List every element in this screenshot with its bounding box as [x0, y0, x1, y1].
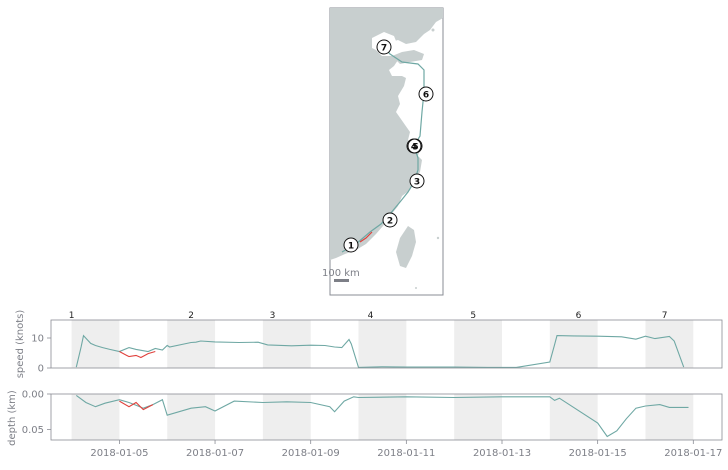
svg-text:6: 6: [423, 91, 429, 101]
x-tick-label: 2018-01-13: [473, 448, 531, 459]
ship-route: [341, 47, 425, 253]
stop-label: 1: [69, 311, 75, 321]
taiwan-island: [396, 226, 416, 268]
depth-series: [75, 394, 689, 438]
day-band: [262, 394, 311, 440]
ship-route-highlight: [359, 231, 373, 243]
stop-label: 5: [470, 311, 476, 321]
day-bands: [71, 394, 694, 440]
speed-axis-label: speed (knots): [15, 310, 26, 379]
scale-bar: 100 km: [322, 268, 360, 282]
stop-marker-6[interactable]: 6: [418, 86, 434, 102]
y-ticks: 0.00 0.05: [22, 390, 51, 436]
y-ticks: 10 0: [31, 334, 51, 375]
day-band: [358, 394, 407, 440]
x-ticks: 2018-01-05 2018-01-07 2018-01-09 2018-01-11…: [90, 440, 722, 459]
stop-label: 7: [662, 311, 668, 321]
stop-marker-5[interactable]: 5: [407, 138, 423, 154]
depth-chart: 0.00 0.05 depth (km) 2018-01-05 2018-01-07…: [7, 390, 723, 459]
x-tick-label: 2018-01-07: [186, 448, 244, 459]
depth-highlight-line: [119, 400, 154, 411]
day-band: [549, 394, 598, 440]
svg-text:7: 7: [381, 44, 387, 54]
stop-labels: 1 2 3 4 5 6 7: [69, 311, 668, 321]
day-band: [71, 320, 120, 368]
y-tick-label: 0: [38, 364, 44, 375]
island: [436, 236, 440, 240]
x-tick-label: 2018-01-09: [282, 448, 340, 459]
mainland-landmass: [330, 8, 443, 260]
speed-highlight-line: [119, 350, 156, 359]
y-tick-label: 0.00: [22, 390, 44, 401]
day-band: [645, 394, 694, 440]
x-tick-label: 2018-01-17: [664, 448, 722, 459]
svg-text:5: 5: [412, 143, 418, 153]
svg-text:4: 4: [411, 143, 417, 153]
stop-marker-1[interactable]: 1: [343, 237, 359, 253]
x-tick-label: 2018-01-05: [90, 448, 148, 459]
stop-label: 4: [368, 311, 374, 321]
stop-label: 3: [270, 311, 276, 321]
day-band: [167, 394, 216, 440]
stop-marker-3[interactable]: 3: [409, 173, 425, 189]
speed-series: [75, 334, 685, 368]
speed-line: [75, 334, 685, 368]
island: [415, 287, 417, 289]
stop-marker-7[interactable]: 7: [376, 39, 392, 55]
depth-axis-label: depth (km): [7, 390, 18, 446]
svg-text:2: 2: [387, 217, 393, 227]
stop-marker-2[interactable]: 2: [382, 212, 398, 228]
depth-line: [75, 394, 689, 438]
day-band: [262, 320, 311, 368]
x-tick-label: 2018-01-11: [377, 448, 435, 459]
depth-plot-frame: [50, 393, 723, 441]
day-band: [454, 394, 502, 440]
day-band: [645, 320, 694, 368]
stop-label: 2: [188, 311, 194, 321]
day-band: [358, 320, 407, 368]
y-tick-label: 10: [31, 334, 44, 345]
x-tick-label: 2018-01-15: [569, 448, 627, 459]
speed-plot-frame: [50, 319, 723, 369]
speed-chart: 1 2 3 4 5 6 7 10 0 speed (knots): [15, 310, 723, 379]
scale-label: 100 km: [322, 268, 360, 279]
day-band: [549, 320, 598, 368]
y-tick-label: 0.05: [22, 425, 44, 436]
day-band: [454, 320, 502, 368]
day-bands: [71, 320, 694, 368]
stop-label: 6: [576, 311, 582, 321]
svg-text:1: 1: [348, 242, 354, 252]
day-band: [167, 320, 216, 368]
island: [431, 28, 435, 32]
svg-text:3: 3: [414, 178, 420, 188]
map-panel: 1 2 3 4 5 6 7 100 km: [322, 7, 444, 296]
